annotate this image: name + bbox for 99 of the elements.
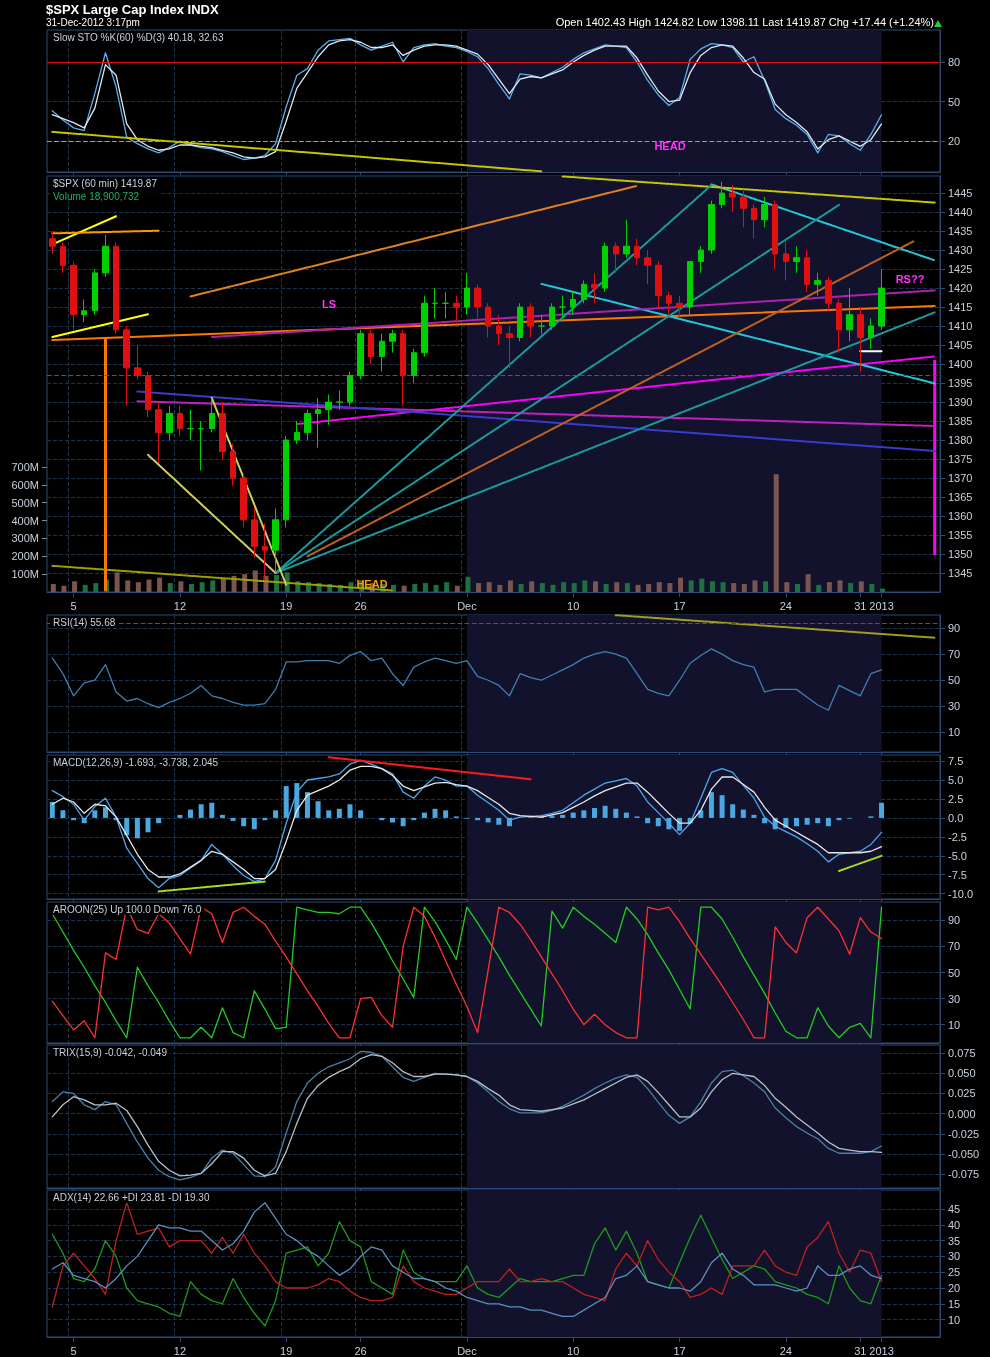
y-tick-label: 1345 (948, 567, 973, 579)
x-tick-label: Dec (457, 599, 478, 612)
y-tick-label: 0.000 (948, 1107, 976, 1120)
y-tick-label: 30 (948, 1250, 961, 1263)
y-tick-label: 1385 (948, 415, 973, 428)
y-tick-label: 15 (948, 1297, 961, 1310)
y-tick-label: 20 (948, 135, 961, 148)
x-tick-label: 5 (70, 599, 77, 612)
y-tick-label: -0.025 (948, 1127, 980, 1140)
text: $SPX Large Cap Index INDX (46, 2, 219, 17)
chart-title: $SPX (60 min) 1419.87 (53, 177, 158, 189)
y-tick-label: 1445 (948, 187, 973, 200)
x-tick-label: 19 (280, 1344, 293, 1357)
x-tick-label: 2013 (869, 1344, 894, 1357)
x-tick-label: 2013 (869, 599, 894, 612)
y-tick-label: 25 (948, 1266, 961, 1279)
x-tick-label: 17 (673, 1344, 686, 1357)
y-tick-label: -0.050 (948, 1148, 980, 1161)
x-tick-label: 10 (567, 599, 580, 612)
y-tick-label: 1415 (948, 301, 973, 314)
chart-title: TRIX(15,9) -0.042, -0.049 (53, 1046, 168, 1058)
y2-tick-label: 600M (11, 478, 39, 491)
y-tick-label: 0.025 (948, 1087, 976, 1100)
y-tick-label: 1405 (948, 339, 973, 352)
y-tick-label: 1420 (948, 282, 973, 295)
y-tick-label: -5.0 (948, 849, 967, 862)
x-tick-label: 24 (779, 1344, 792, 1357)
x-tick-label: 12 (173, 1344, 187, 1357)
y-tick-label: -0.075 (948, 1168, 980, 1181)
x-tick-label: 31 (854, 599, 867, 612)
y-tick-label: 70 (948, 940, 961, 953)
y2-tick-label: 300M (11, 532, 39, 545)
y-tick-label: 50 (948, 966, 961, 979)
annotation: HEAD (356, 578, 388, 590)
x-tick-label: Dec (457, 1344, 478, 1357)
y-tick-label: 1410 (948, 320, 973, 333)
y-tick-label: 30 (948, 992, 961, 1005)
y-tick-label: 45 (948, 1202, 961, 1215)
x-tick-label: 24 (779, 599, 792, 612)
y-tick-label: 1430 (948, 244, 973, 257)
y-tick-label: 1395 (948, 377, 973, 390)
y-tick-label: 50 (948, 674, 961, 687)
y-tick-label: 2.5 (948, 792, 964, 805)
y-tick-label: 7.5 (948, 755, 964, 768)
y2-tick-label: 400M (11, 514, 39, 527)
y-tick-label: 1370 (948, 472, 973, 485)
y-tick-label: 1365 (948, 491, 973, 504)
x-tick-label: 19 (280, 599, 293, 612)
y2-tick-label: 200M (11, 550, 39, 563)
y-tick-label: 5.0 (948, 774, 964, 787)
x-tick-label: 31 (854, 1344, 867, 1357)
y-tick-label: 1435 (948, 225, 973, 238)
y2-tick-label: 500M (11, 496, 39, 509)
y-tick-label: 1360 (948, 510, 973, 523)
y-tick-label: 10 (948, 1313, 961, 1326)
x-tick-label: 5 (70, 1344, 77, 1357)
text: Volume 18,900,732 (53, 190, 140, 202)
chart-title: AROON(25) Up 100.0 Down 76.0 (53, 903, 202, 915)
text: 31-Dec-2012 3:17pm (46, 17, 140, 28)
y-tick-label: 40 (948, 1218, 961, 1231)
y-tick-label: -7.5 (948, 868, 967, 881)
x-tick-label: 26 (354, 599, 367, 612)
annotation: HEAD (654, 140, 686, 152)
annotation: LS (321, 298, 337, 310)
chart-title: RSI(14) 55.68 (53, 616, 116, 628)
y-tick-label: 1440 (948, 206, 973, 219)
y-tick-label: 35 (948, 1234, 961, 1247)
x-tick-label: 26 (354, 1344, 367, 1357)
chart-title: Slow STO %K(60) %D(3) 40.18, 32.63 (53, 31, 224, 43)
y-tick-label: 1380 (948, 434, 973, 447)
chart-title: ADX(14) 22.66 +DI 23.81 -DI 19.30 (53, 1191, 210, 1203)
x-tick-label: 10 (567, 1344, 580, 1357)
y-tick-label: 1390 (948, 396, 973, 409)
chart-title: MACD(12,26,9) -1.693, -3.738, 2.045 (53, 756, 219, 768)
y-tick-label: -10.0 (948, 887, 974, 900)
y2-tick-label: 700M (11, 461, 39, 474)
y-tick-label: 90 (948, 622, 961, 635)
y-tick-label: 80 (948, 56, 961, 69)
y-tick-label: 1355 (948, 529, 973, 542)
y-tick-label: -2.5 (948, 830, 967, 843)
y-tick-label: 1375 (948, 453, 973, 466)
y-tick-label: 1400 (948, 358, 973, 371)
x-tick-label: 17 (673, 599, 686, 612)
y-tick-label: 30 (948, 700, 961, 713)
y-tick-label: 90 (948, 914, 961, 927)
y2-tick-label: 100M (11, 568, 39, 581)
y-tick-label: 0.075 (948, 1047, 976, 1060)
y-tick-label: 1350 (948, 548, 973, 561)
y-tick-label: 50 (948, 95, 961, 108)
y-tick-label: 1425 (948, 263, 973, 276)
y-tick-label: 10 (948, 1018, 961, 1031)
text: Open 1402.43 High 1424.82 Low 1398.11 Last 1419.87 Chg +17.44 (+1.24%) (555, 16, 934, 28)
y-tick-label: 20 (948, 1282, 961, 1294)
y-tick-label: 70 (948, 648, 961, 661)
annotation: RS?? (895, 273, 925, 285)
x-tick-label: 12 (173, 599, 187, 612)
y-tick-label: 0.0 (948, 811, 964, 824)
y-tick-label: 10 (948, 726, 961, 739)
y-tick-label: 0.050 (948, 1067, 976, 1080)
